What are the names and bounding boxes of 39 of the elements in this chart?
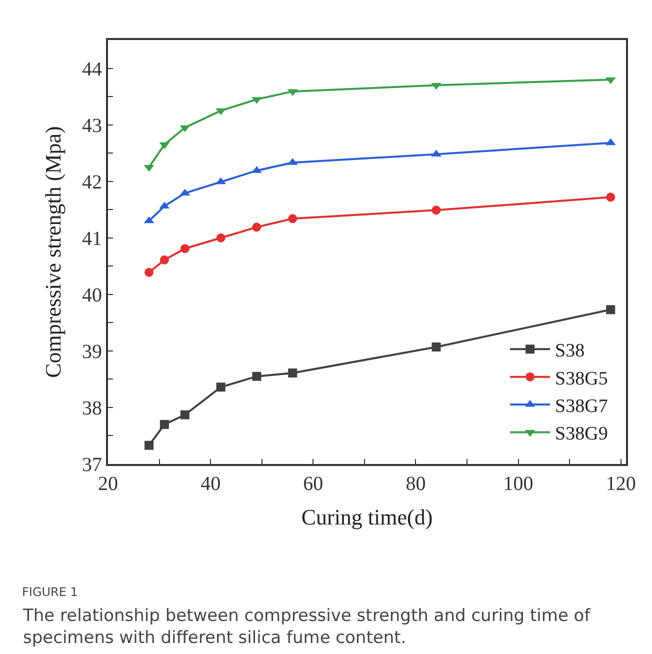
point [180, 244, 190, 254]
point [252, 222, 262, 232]
legend-label: S38G7 [555, 396, 608, 417]
y-tick-label: 37 [82, 454, 102, 476]
legend-label: S38 [555, 340, 585, 362]
x-tick-label: 100 [503, 473, 534, 495]
y-tick-label: 42 [82, 171, 102, 194]
x-tick-label: 60 [303, 473, 324, 495]
text: The relationship between compressive strength and curing time of specimens with different silica fume content. [22, 606, 592, 648]
point [160, 255, 169, 264]
point [288, 214, 298, 224]
point [606, 305, 616, 314]
point [288, 368, 298, 378]
legend-label: S38G9 [555, 424, 608, 445]
y-tick-label: 40 [82, 284, 102, 306]
legend-label: S38G5 [555, 368, 608, 390]
point [252, 372, 262, 381]
point [180, 410, 190, 420]
point [431, 82, 442, 90]
point [144, 440, 154, 450]
x-tick-label: 80 [406, 473, 426, 495]
point [432, 342, 441, 352]
y-tick-label: 43 [82, 114, 102, 137]
point [216, 382, 226, 392]
point [432, 206, 441, 215]
point [216, 233, 226, 242]
x-tick-label: 20 [98, 473, 118, 495]
x-axis-title: Curing time(d) [301, 504, 433, 530]
point [160, 420, 169, 429]
x-tick-label: 40 [200, 473, 221, 495]
y-tick-label: 41 [82, 228, 102, 250]
y-axis-title: Compressive strength (Mpa) [40, 126, 66, 378]
point [606, 192, 616, 202]
y-tick-label: 38 [82, 397, 102, 420]
caption: FIGURE 1 [22, 585, 78, 599]
x-tick-label: 120 [606, 473, 636, 495]
y-tick-label: 44 [82, 58, 102, 80]
point [144, 268, 154, 277]
y-tick-label: 39 [82, 340, 102, 363]
